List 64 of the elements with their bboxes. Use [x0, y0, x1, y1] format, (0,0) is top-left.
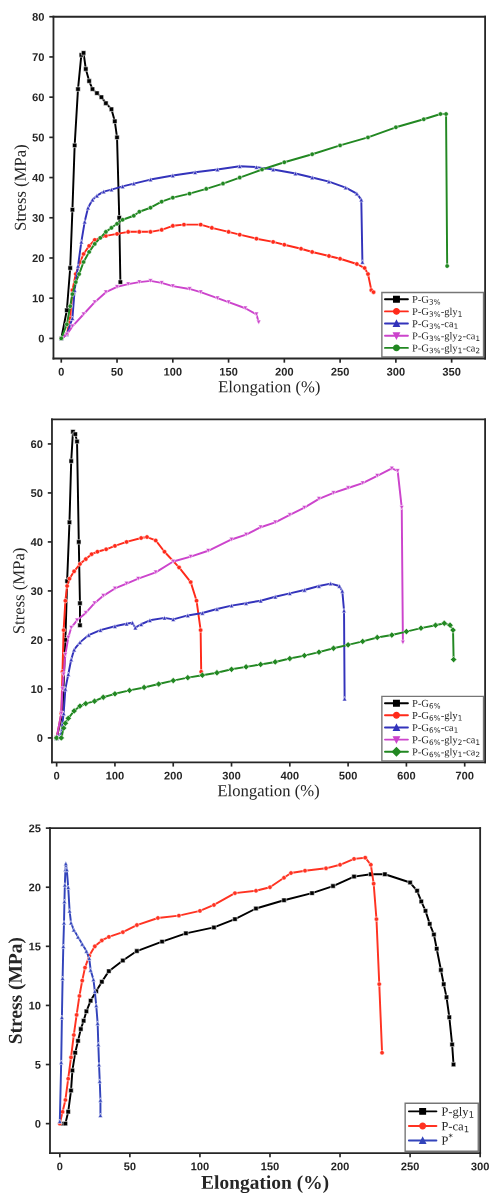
x-tick-label: 150 [261, 1162, 279, 1171]
x-tick-label: 100 [106, 771, 124, 780]
legend-label: P-G$_{6%}$-gly$_{1}$-ca$_{2}$ [412, 748, 480, 758]
y-axis-title: Stress (MPa) [12, 548, 28, 634]
y-tick-label: 0 [38, 334, 44, 343]
legend-label: P-G$_{6%}$-gly$_{1}$ [412, 711, 462, 722]
y-tick-label: 20 [32, 254, 44, 263]
x-tick-label: 300 [222, 771, 241, 780]
x-tick-label: 500 [339, 771, 357, 780]
x-tick-label: 200 [164, 771, 183, 780]
x-tick-label: 700 [455, 771, 474, 780]
y-tick-label: 15 [29, 942, 41, 951]
y-tick-label: 0 [35, 1119, 41, 1128]
x-tick-label: 600 [397, 771, 416, 780]
x-tick-label: 300 [386, 367, 405, 376]
y-tick-label: 70 [32, 53, 44, 62]
x-tick-label: 50 [124, 1162, 136, 1171]
y-axis-title: Stress (MPa) [14, 145, 30, 230]
x-tick-label: 150 [220, 367, 238, 376]
x-axis-title: Elongation (%) [217, 784, 319, 800]
y-tick-label: 20 [29, 883, 41, 892]
y-tick-label: 60 [32, 93, 44, 102]
x-tick-label: 100 [164, 367, 182, 376]
x-tick-label: 100 [191, 1162, 209, 1171]
legend-label: P-G$_{6%}$ [412, 699, 441, 709]
y-tick-label: 80 [32, 13, 44, 21]
x-tick-label: 0 [57, 1162, 63, 1171]
legend-label: P-G$_{3%}$-gly$_{1}$ [412, 307, 462, 318]
y-tick-label: 40 [30, 538, 43, 547]
x-tick-label: 250 [331, 367, 349, 376]
x-tick-label: 50 [111, 367, 123, 376]
y-tick-label: 40 [32, 173, 44, 182]
y-tick-label: 60 [31, 440, 43, 449]
y-tick-label: 10 [32, 294, 44, 303]
legend-label: P-G$_{3%}$-gly$_{2}$-ca$_{1}$ [412, 332, 480, 342]
y-tick-label: 0 [37, 734, 43, 743]
y-tick-label: 30 [32, 214, 44, 222]
legend-label: P-gly$_{1}$ [441, 1106, 474, 1119]
y-tick-label: 5 [35, 1060, 41, 1069]
x-axis-title: Elongation (%) [218, 380, 320, 396]
legend-label: P-G$_{3%}$-ca$_{1}$ [412, 320, 458, 329]
y-tick-label: 10 [31, 685, 43, 694]
y-tick-label: 50 [32, 133, 44, 142]
x-axis-title: Elongation (%) [201, 1175, 329, 1194]
x-tick-label: 0 [58, 367, 64, 376]
x-tick-label: 300 [471, 1162, 489, 1171]
y-tick-label: 25 [29, 824, 41, 833]
x-tick-label: 350 [442, 367, 461, 376]
y-axis-title: Stress (MPa) [8, 937, 26, 1044]
y-tick-label: 50 [30, 489, 43, 498]
x-tick-label: 200 [275, 367, 294, 376]
x-tick-label: 250 [401, 1162, 419, 1171]
y-tick-label: 10 [29, 1001, 41, 1010]
legend-label: P-G$_{6%}$-gly$_{2}$-ca$_{1}$ [412, 735, 480, 746]
legend-label: P-ca$_{1}$ [441, 1122, 469, 1133]
legend-label: P-G$_{3%}$ [412, 295, 441, 305]
legend-label: P-G$_{6%}$-ca$_{1}$ [412, 724, 458, 733]
legend-label: P$^{*}$ [441, 1133, 453, 1145]
x-tick-label: 200 [331, 1162, 349, 1171]
x-tick-label: 0 [53, 771, 60, 780]
y-tick-label: 20 [30, 636, 43, 645]
x-tick-label: 400 [280, 771, 299, 780]
legend-label: P-G$_{3%}$-gly$_{1}$-ca$_{2}$ [412, 344, 480, 354]
y-tick-label: 30 [30, 587, 43, 596]
